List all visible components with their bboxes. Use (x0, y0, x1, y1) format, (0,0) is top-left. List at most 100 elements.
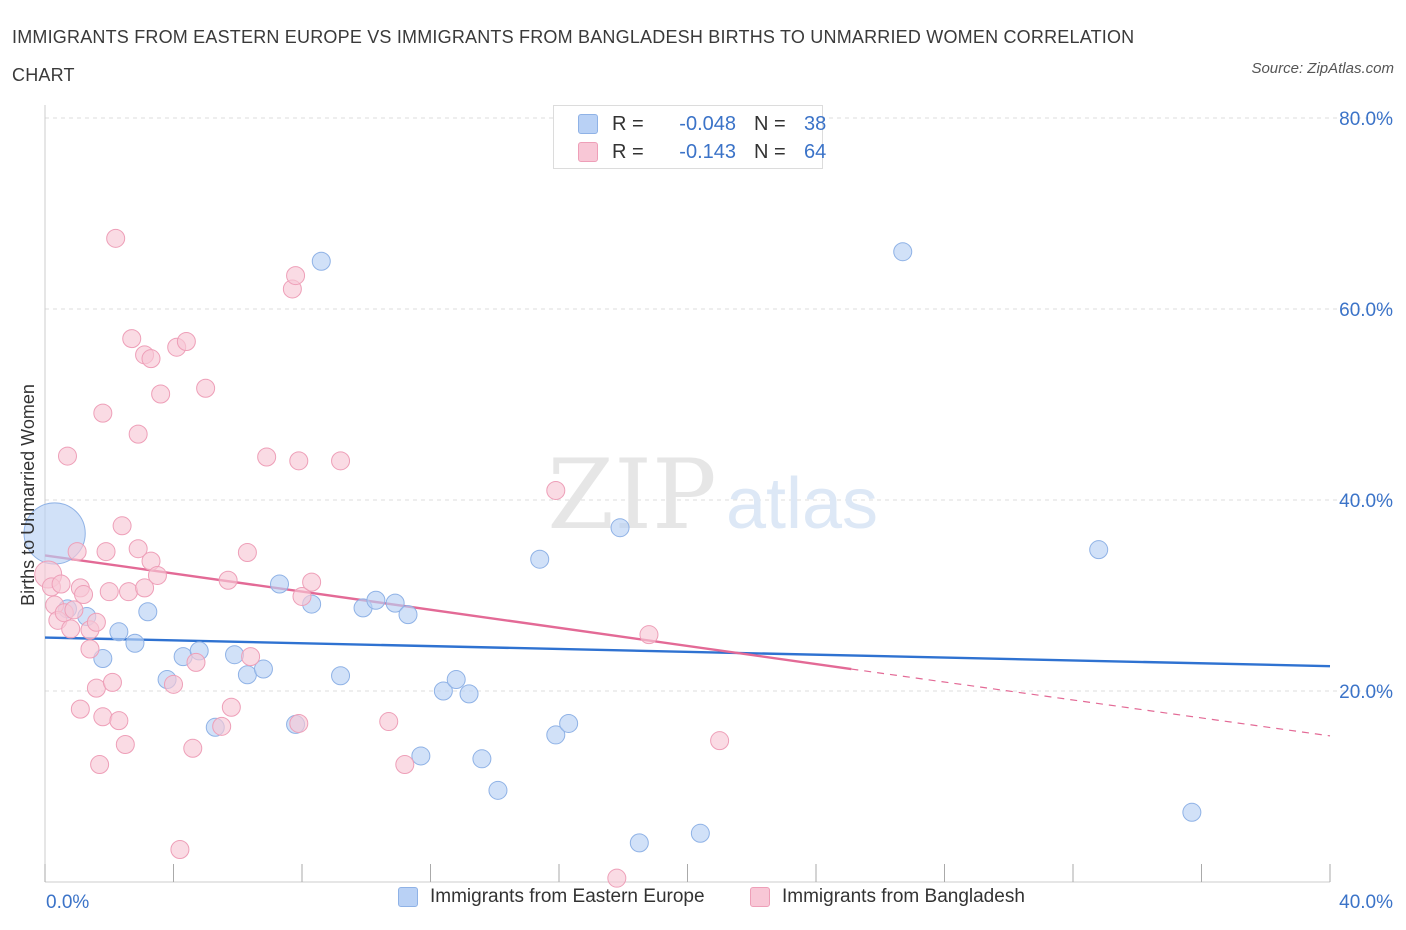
bangladesh-point (395, 755, 415, 775)
bangladesh-point (86, 678, 106, 698)
eastern-europe-trend-line (44, 636, 1331, 668)
eastern-europe-point (331, 666, 351, 686)
eastern-europe-point (559, 713, 579, 733)
axes (44, 105, 1331, 883)
eastern-europe-point (433, 681, 453, 701)
bangladesh-point (61, 619, 81, 639)
bangladesh-point (292, 586, 312, 606)
bangladesh-point (80, 639, 100, 659)
legend-row-eastern-europe: R = -0.048 N = 38 (578, 110, 826, 138)
bangladesh-point (170, 840, 190, 860)
bangladesh-point (241, 647, 261, 667)
bangladesh-point (109, 711, 129, 731)
bangladesh-point (51, 574, 71, 594)
bottom-legend-label: Immigrants from Eastern Europe (430, 886, 705, 907)
eastern-europe-point (93, 649, 113, 669)
bangladesh-point (135, 578, 155, 598)
bangladesh-point (183, 738, 203, 758)
bangladesh-point (106, 228, 126, 248)
r-value: -0.143 (679, 140, 736, 163)
bangladesh-point (93, 707, 113, 727)
eastern-europe-point (253, 659, 273, 679)
eastern-europe-point (398, 605, 418, 625)
bangladesh-point (379, 712, 399, 732)
bangladesh-point (96, 542, 116, 562)
bottom-legend-label: Immigrants from Bangladesh (782, 886, 1025, 907)
legend-swatch-blue (578, 114, 598, 134)
watermark-atlas: atlas (726, 464, 878, 544)
eastern-europe-point (411, 746, 431, 766)
bangladesh-point (212, 716, 232, 736)
bangladesh-point (221, 697, 241, 717)
tick-labels: 20.0% 40.0% 60.0% 80.0% 0.0% 40.0% (46, 109, 1393, 913)
eastern-europe-point (311, 251, 331, 271)
eastern-europe-point (366, 590, 386, 610)
bottom-legend-swatch-blue (398, 887, 418, 907)
r-label: R = (612, 112, 644, 135)
bangladesh-point (151, 384, 171, 404)
eastern-europe-point (109, 622, 129, 642)
y-axis-label: Births to Unmarried Women (18, 384, 38, 606)
eastern-europe-point (488, 780, 508, 800)
bangladesh-point (257, 447, 277, 467)
bangladesh-point (86, 612, 106, 632)
data-points (23, 228, 1202, 888)
bangladesh-point (237, 543, 257, 563)
bottom-legend-swatch-pink (750, 887, 770, 907)
bangladesh-trend-line (44, 554, 852, 671)
n-label: N = (754, 140, 786, 163)
bangladesh-point (176, 331, 196, 351)
bangladesh-point (218, 570, 238, 590)
y-tick-label: 20.0% (1339, 682, 1393, 703)
bangladesh-point (302, 572, 322, 592)
eastern-europe-point (125, 633, 145, 653)
bangladesh-point (67, 542, 87, 562)
x-tick-label: 40.0% (1339, 892, 1393, 913)
eastern-europe-point (446, 670, 466, 690)
eastern-europe-point (237, 665, 257, 685)
eastern-europe-point (225, 645, 245, 665)
eastern-europe-point (546, 725, 566, 745)
trend-lines (44, 554, 1331, 737)
bangladesh-point (99, 582, 119, 602)
eastern-europe-point (893, 242, 913, 262)
bangladesh-point (122, 329, 142, 349)
bangladesh-point (331, 451, 351, 471)
y-tick-label: 60.0% (1339, 300, 1393, 321)
bangladesh-point (57, 446, 77, 466)
bangladesh-point (289, 713, 309, 733)
bangladesh-point (93, 403, 113, 423)
watermark-zip: ZIP (547, 439, 716, 551)
eastern-europe-point (472, 749, 492, 769)
bangladesh-point (112, 516, 132, 536)
bangladesh-point (639, 625, 659, 645)
bangladesh-point (70, 699, 90, 719)
eastern-europe-point (530, 549, 550, 569)
eastern-europe-point (270, 574, 290, 594)
bangladesh-point (710, 731, 730, 751)
bangladesh-point (74, 585, 94, 605)
legend-swatch-pink (578, 142, 598, 162)
n-label: N = (754, 112, 786, 135)
eastern-europe-point (1089, 540, 1109, 560)
bangladesh-point (196, 378, 216, 398)
r-label: R = (612, 140, 644, 163)
eastern-europe-point (690, 823, 710, 843)
y-tick-label: 80.0% (1339, 109, 1393, 130)
n-value: 64 (804, 140, 827, 163)
bangladesh-point (128, 539, 148, 559)
bangladesh-point (141, 349, 161, 369)
bangladesh-trend-line (851, 668, 1331, 737)
bangladesh-point (102, 672, 122, 692)
bangladesh-point (90, 755, 110, 775)
eastern-europe-point (385, 593, 405, 613)
eastern-europe-point (459, 684, 479, 704)
r-value: -0.048 (679, 112, 736, 135)
legend-row-bangladesh: R = -0.143 N = 64 (578, 138, 826, 166)
watermark: ZIP atlas (547, 439, 878, 551)
x-tick-label: 0.0% (46, 892, 89, 913)
bangladesh-point (607, 868, 627, 888)
bangladesh-point (289, 451, 309, 471)
correlation-legend: R = -0.048 N = 38 R = -0.143 N = 64 (553, 105, 826, 169)
